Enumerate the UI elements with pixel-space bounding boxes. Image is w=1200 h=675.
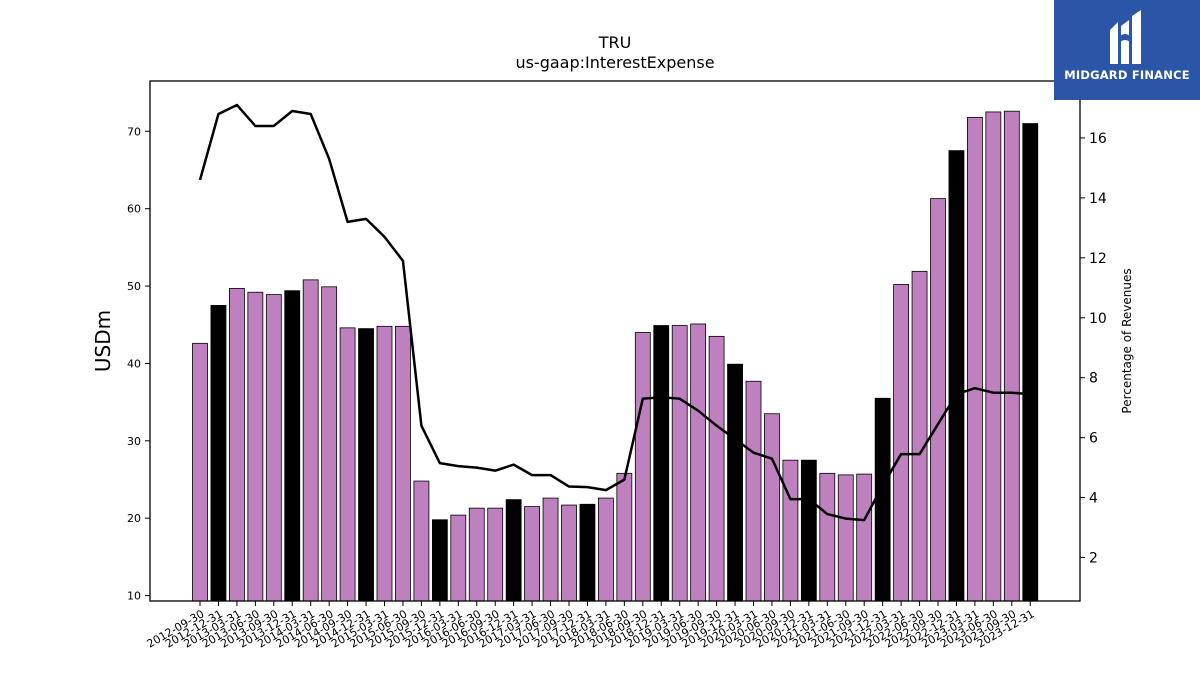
bar (764, 413, 780, 602)
bar (247, 291, 264, 602)
right-axis: 2 4 6 8 10 12 14 16 (1080, 131, 1107, 567)
y-axis-label: USDm (91, 310, 115, 372)
y2-tick-label: 16 (1089, 131, 1107, 147)
y-tick-label: 70 (127, 125, 141, 138)
bar (487, 507, 504, 602)
bar (856, 473, 873, 602)
chart-subtitle: us-gaap:InterestExpense (515, 53, 714, 72)
bar (653, 325, 670, 602)
bar (948, 150, 965, 602)
bar (468, 507, 485, 602)
bar (192, 342, 208, 602)
bar (542, 497, 559, 602)
y2-tick-label: 12 (1089, 251, 1107, 267)
bar (210, 304, 227, 602)
bar (967, 116, 983, 602)
bar (1022, 123, 1039, 602)
midgard-logo-icon (1110, 10, 1141, 64)
bar (708, 335, 725, 602)
bar (727, 363, 743, 602)
y2-tick-label: 10 (1089, 311, 1107, 327)
x-axis: 2012-09-302012-12-312013-03-312013-06-30… (145, 601, 1037, 651)
bar (598, 497, 614, 602)
bar (524, 506, 540, 602)
bar (837, 474, 854, 602)
bars-layer (192, 110, 1039, 602)
bar (321, 286, 338, 602)
bar (782, 459, 799, 602)
bar (284, 290, 301, 602)
bar (302, 279, 319, 602)
bar (985, 111, 1002, 602)
bar (634, 332, 651, 602)
bar (339, 327, 356, 602)
plot-frame (149, 80, 1081, 602)
y2-tick-label: 14 (1089, 191, 1107, 207)
brand-name: MIDGARD FINANCE (1064, 68, 1190, 82)
revenue-pct-line (198, 103, 1031, 522)
bar (450, 514, 467, 602)
bar (358, 328, 374, 602)
bar (228, 287, 245, 602)
bar (579, 503, 596, 602)
bar (1003, 110, 1020, 602)
bar (395, 325, 411, 602)
bar (671, 325, 688, 602)
bar (930, 198, 946, 602)
chart-title: TRU (598, 33, 632, 52)
bar (265, 294, 282, 602)
y2-tick-label: 4 (1089, 491, 1098, 507)
bar (690, 323, 707, 602)
bar (616, 472, 633, 602)
y-tick-label: 10 (127, 590, 141, 603)
bar (874, 397, 891, 602)
bar (376, 325, 393, 602)
bar (893, 284, 909, 602)
y2-tick-label: 8 (1089, 371, 1098, 387)
bar (745, 380, 762, 602)
bar (911, 270, 928, 602)
brand-logo: MIDGARD FINANCE (1054, 0, 1200, 100)
y-tick-label: 40 (127, 357, 141, 370)
y-tick-label: 50 (127, 280, 141, 293)
bar (819, 472, 836, 602)
y2-tick-label: 2 (1089, 551, 1098, 567)
y-tick-label: 30 (127, 435, 141, 448)
bar (413, 480, 430, 602)
bar (561, 504, 577, 602)
y2-axis-label: Percentage of Revenues (1120, 268, 1134, 413)
y-tick-label: 20 (127, 512, 141, 525)
left-axis: 10 20 30 40 50 60 70 (127, 125, 150, 603)
y-tick-label: 60 (127, 203, 141, 216)
line-layer (198, 103, 1031, 522)
bar (431, 519, 448, 602)
bar (800, 459, 817, 602)
bar (505, 499, 522, 602)
y2-tick-label: 6 (1089, 431, 1098, 447)
